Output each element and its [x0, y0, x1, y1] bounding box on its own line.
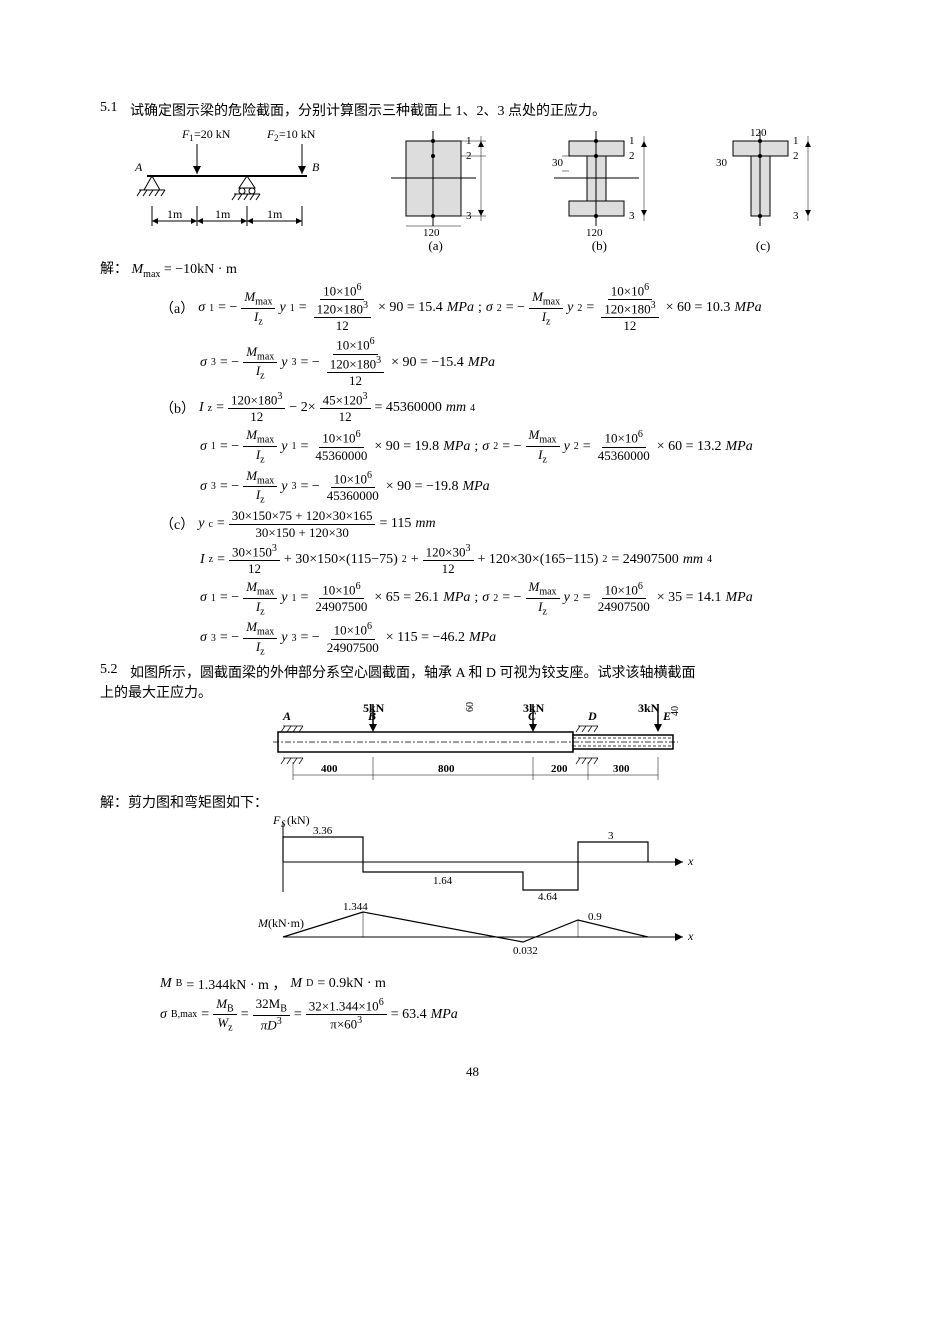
svg-text:40: 40	[670, 706, 681, 716]
span3: 1m	[267, 207, 283, 221]
eq-b-3: σ3 = − MmaxIz y3 = − 10×10645360000 × 90…	[200, 468, 845, 506]
eq-b-12: σ1 = − MmaxIz y1 = 10×10645360000 × 90 =…	[200, 427, 845, 465]
prob-text: 试确定图示梁的危险截面，分别计算图示三种截面上 1、2、3 点处的正应力。	[130, 100, 845, 120]
prob-text-2b: 上的最大正应力。	[100, 682, 845, 702]
eq-MB-MD: MB = 1.344kN · m ， MD = 0.9kN · m	[160, 974, 845, 994]
svg-text:30: 30	[716, 157, 728, 169]
beam2-figure: A B C D E 5kN 3kN 3kN 60 40 400	[100, 702, 845, 792]
svg-text:(kN·m): (kN·m)	[268, 916, 304, 930]
prob-number: 5.1	[100, 100, 130, 116]
eq-c-12: σ1 = − MmaxIz y1 = 10×10624907500 × 65 =…	[200, 579, 845, 617]
svg-text:4.64: 4.64	[538, 891, 558, 902]
span2: 1m	[215, 207, 231, 221]
svg-text:1.344: 1.344	[343, 902, 368, 913]
beam-svg: F 1 =20 kN F 2 =10 kN A B	[127, 126, 327, 246]
svg-text:120: 120	[423, 227, 440, 236]
problem-5-2: 5.2 如图所示，圆截面梁的外伸部分系空心圆截面，轴承 A 和 D 可视为铰支座…	[100, 662, 845, 682]
shear-diagram: FS (kN) x 3.36 1.64 4.64 3	[100, 812, 845, 902]
eq-a-1: （a） σ1 = − MmaxIz y1 = 10×106 120×180312…	[160, 282, 845, 335]
beam2-svg: A B C D E 5kN 3kN 3kN 60 40 400	[253, 702, 693, 792]
svg-text:300: 300	[613, 763, 630, 775]
svg-text:3: 3	[608, 830, 614, 842]
moment-diagram: M (kN·m) x 1.344 0.032 0.9	[100, 902, 845, 972]
eq-c-3: σ3 = − MmaxIz y3 = − 10×10624907500 × 11…	[200, 619, 845, 657]
svg-text:200: 200	[551, 763, 568, 775]
svg-text:5kN: 5kN	[363, 702, 385, 715]
eq-sigma-B: σB,max = MBWz = 32MBπD3 = 32×1.344×106π×…	[160, 996, 845, 1034]
shear-svg: FS (kN) x 3.36 1.64 4.64 3	[243, 812, 703, 902]
eq-c-Iz: Iz = 30×150312 + 30×150×(115−75)2 + 120×…	[200, 543, 845, 577]
problem-5-1: 5.1 试确定图示梁的危险截面，分别计算图示三种截面上 1、2、3 点处的正应力…	[100, 100, 845, 120]
pt-A: A	[134, 160, 143, 174]
svg-text:400: 400	[321, 763, 338, 775]
caption-b: (b)	[544, 238, 654, 254]
eq-b-Iz: （b） Iz = 120×180312 − 2× 45×120312 = 453…	[160, 391, 845, 425]
svg-text:2: 2	[629, 150, 635, 162]
sec-a-svg: 1 2 3 120	[381, 126, 491, 236]
prob-number-2: 5.2	[100, 662, 130, 678]
f2-sub: 2	[274, 133, 279, 143]
svg-text:x: x	[687, 854, 694, 868]
figure-row-1: F 1 =20 kN F 2 =10 kN A B	[100, 126, 845, 254]
solution-label: 解： Mmax = −10kN · m	[100, 258, 845, 280]
section-b: 1 2 3 30 120 (b)	[544, 126, 654, 254]
svg-text:3kN: 3kN	[638, 702, 660, 715]
eq-a-3: σ3 = − MmaxIz y3 = − 10×106 120×180312 ×…	[200, 336, 845, 389]
section-a: 1 2 3 120 (a)	[381, 126, 491, 254]
span1: 1m	[167, 207, 183, 221]
moment-svg: M (kN·m) x 1.344 0.032 0.9	[243, 902, 703, 972]
svg-text:120: 120	[586, 227, 603, 236]
svg-text:30: 30	[552, 157, 564, 169]
svg-text:3: 3	[793, 210, 799, 222]
solution-label-2: 解：剪力图和弯矩图如下：	[100, 792, 845, 812]
svg-text:3: 3	[629, 210, 635, 222]
caption-a: (a)	[381, 238, 491, 254]
svg-text:0.032: 0.032	[513, 945, 538, 957]
svg-text:(kN): (kN)	[287, 813, 310, 827]
beam-figure: F 1 =20 kN F 2 =10 kN A B	[127, 126, 327, 254]
svg-text:120: 120	[750, 127, 767, 139]
eq-c-yc: （c） yc = 30×150×75 + 120×30×16530×150 + …	[160, 508, 845, 541]
svg-text:800: 800	[438, 763, 455, 775]
f2-val: =10 kN	[279, 127, 316, 141]
svg-text:1.64: 1.64	[433, 875, 453, 887]
svg-text:A: A	[282, 709, 291, 723]
page-number: 48	[100, 1064, 845, 1080]
f1-val: =20 kN	[194, 127, 231, 141]
svg-text:1: 1	[629, 135, 635, 147]
svg-text:F: F	[272, 813, 281, 827]
sec-b-svg: 1 2 3 30 120	[544, 126, 654, 236]
pt-B: B	[312, 160, 320, 174]
svg-text:2: 2	[793, 150, 799, 162]
svg-text:D: D	[587, 709, 597, 723]
svg-text:3.36: 3.36	[313, 825, 333, 837]
sec-c-svg: 1 2 3 30 120	[708, 126, 818, 236]
caption-c: (c)	[708, 238, 818, 254]
prob-text-2: 如图所示，圆截面梁的外伸部分系空心圆截面，轴承 A 和 D 可视为铰支座。试求该…	[130, 662, 845, 682]
section-c: 1 2 3 30 120 (c)	[708, 126, 818, 254]
svg-text:3kN: 3kN	[523, 702, 545, 715]
svg-text:0.9: 0.9	[588, 911, 602, 923]
svg-text:x: x	[687, 929, 694, 943]
f1-sub: 1	[189, 133, 194, 143]
svg-text:1: 1	[793, 135, 799, 147]
svg-text:60: 60	[465, 702, 476, 712]
